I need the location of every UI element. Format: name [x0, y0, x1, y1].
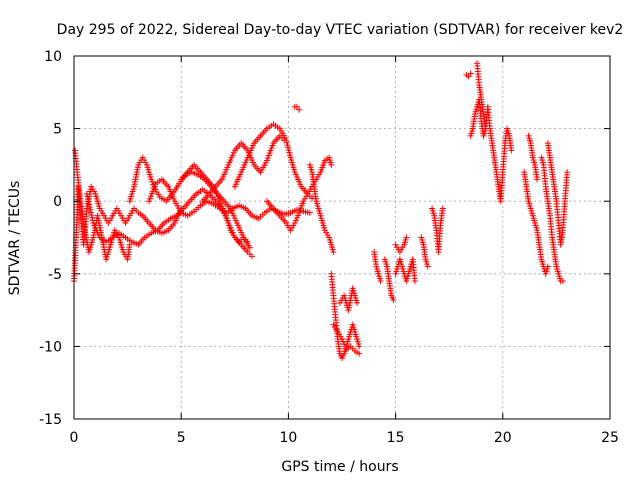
data-point — [356, 350, 363, 357]
data-point — [411, 278, 418, 285]
x-tick-label: 5 — [177, 430, 186, 446]
x-tick-label: 0 — [70, 430, 79, 446]
data-points — [71, 60, 571, 362]
data-point — [88, 212, 95, 219]
data-point — [292, 217, 299, 224]
data-point — [340, 338, 347, 345]
data-point — [377, 278, 384, 285]
data-point — [295, 212, 302, 219]
y-tick-label: 0 — [53, 194, 62, 210]
data-point — [89, 214, 96, 221]
y-tick-label: -5 — [48, 267, 62, 283]
axis-ticks — [73, 55, 611, 420]
data-point — [89, 217, 96, 224]
y-axis-label: SDTVAR / TECUs — [7, 181, 23, 296]
x-tick-label: 15 — [387, 430, 405, 446]
data-point — [86, 204, 93, 211]
data-point — [85, 198, 92, 205]
data-point — [83, 190, 90, 197]
data-point — [403, 234, 410, 241]
data-point — [306, 209, 313, 216]
data-point — [293, 214, 300, 221]
data-point — [291, 219, 298, 226]
data-point — [439, 205, 446, 212]
data-point — [564, 169, 571, 176]
data-point — [244, 238, 251, 245]
data-point — [354, 299, 361, 306]
x-tick-labels: 0 5 10 15 20 25 — [70, 430, 619, 446]
data-point — [390, 296, 397, 303]
data-point — [508, 147, 515, 154]
y-tick-label: -10 — [39, 339, 62, 355]
x-tick-label: 25 — [601, 430, 619, 446]
data-point — [296, 106, 303, 113]
grid-lines — [74, 56, 610, 419]
data-point — [85, 196, 92, 203]
data-point — [328, 161, 335, 168]
y-tick-labels: -15 -10 -5 0 5 10 — [39, 49, 62, 428]
x-tick-label: 10 — [279, 430, 297, 446]
data-point — [87, 206, 94, 213]
data-point — [248, 253, 255, 260]
data-point — [84, 193, 91, 200]
plot-frame — [73, 55, 611, 420]
data-point — [246, 244, 253, 251]
x-tick-label: 20 — [494, 430, 512, 446]
data-point — [86, 201, 93, 208]
y-tick-label: 10 — [44, 49, 62, 65]
data-point — [339, 336, 345, 343]
data-point — [342, 343, 349, 350]
data-point — [534, 176, 541, 183]
chart-title: Day 295 of 2022, Sidereal Day-to-day VTE… — [57, 22, 624, 38]
data-point — [467, 70, 474, 77]
data-point — [424, 263, 431, 270]
data-point — [87, 209, 94, 216]
data-point — [482, 125, 489, 132]
data-point — [341, 341, 348, 348]
data-point — [148, 176, 155, 183]
y-tick-label: -15 — [39, 412, 62, 428]
data-point — [149, 178, 156, 185]
data-point — [330, 249, 337, 256]
data-point — [559, 278, 566, 285]
data-point — [356, 343, 363, 350]
x-axis-label: GPS time / hours — [281, 459, 398, 475]
data-point — [544, 263, 551, 270]
y-tick-label: 5 — [53, 122, 62, 138]
